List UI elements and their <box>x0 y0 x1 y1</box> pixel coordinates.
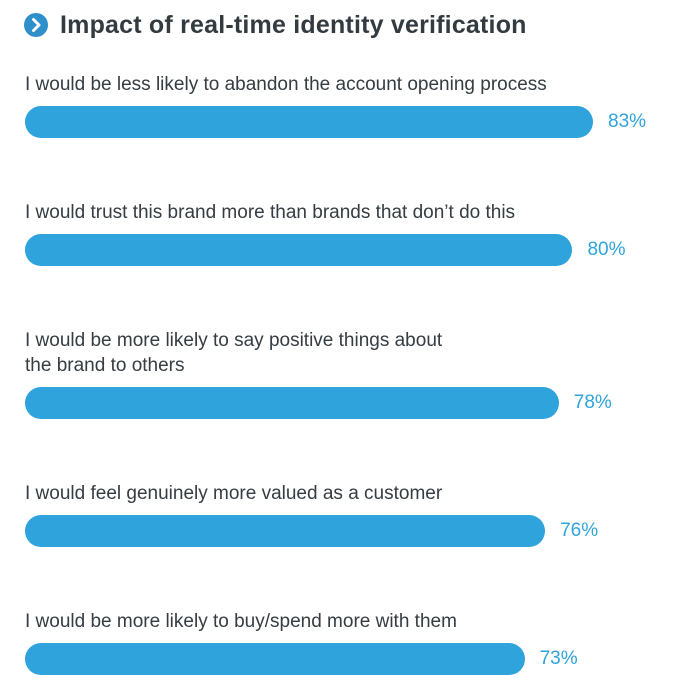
bar <box>25 387 559 419</box>
category-label: I would trust this brand more than brand… <box>25 202 516 223</box>
chevron-right-circle-icon <box>24 13 48 37</box>
category-label: I would be more likely to buy/spend more… <box>25 611 457 632</box>
category-label: I would be more likely to say positive t… <box>25 330 443 351</box>
chart-header: Impact of real-time identity verificatio… <box>24 11 527 39</box>
bar <box>25 643 525 675</box>
bar <box>25 234 573 266</box>
bar <box>25 515 546 547</box>
category-label: the brand to others <box>25 355 185 376</box>
value-label: 76% <box>560 520 599 541</box>
category-label: I would be less likely to abandon the ac… <box>25 74 547 95</box>
chart-title: Impact of real-time identity verificatio… <box>60 10 527 39</box>
value-label: 73% <box>539 648 578 669</box>
category-label: I would feel genuinely more valued as a … <box>25 483 443 504</box>
value-label: 78% <box>573 392 612 413</box>
bar <box>25 106 593 138</box>
value-label: 80% <box>587 239 626 260</box>
value-label: 83% <box>608 111 647 132</box>
